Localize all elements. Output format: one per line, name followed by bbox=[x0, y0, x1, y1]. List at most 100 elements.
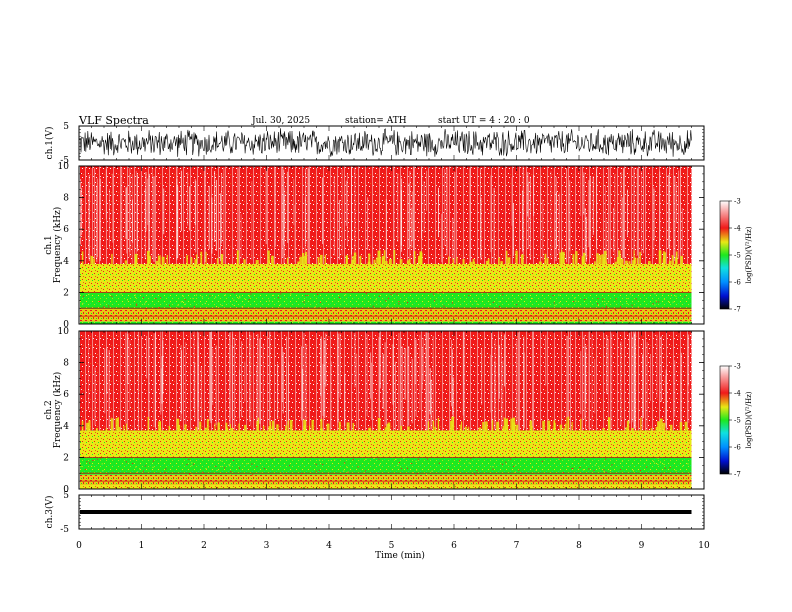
speckle bbox=[603, 469, 605, 471]
emission-spike bbox=[393, 250, 396, 264]
colorbar-tick-label: -7 bbox=[734, 471, 741, 479]
noise-streak bbox=[333, 175, 335, 256]
speckle bbox=[192, 298, 194, 300]
emission-spike bbox=[256, 421, 258, 431]
noise-streak bbox=[366, 333, 368, 417]
speckle bbox=[684, 296, 686, 298]
colorbar-ch2: -3 -4 -5 -6 -7 log(PSD)(V²/Hz) bbox=[719, 363, 753, 479]
noise-streak bbox=[423, 181, 425, 233]
speckle bbox=[144, 303, 146, 305]
speckle bbox=[249, 295, 250, 297]
speckle bbox=[642, 292, 644, 294]
speckle bbox=[675, 295, 677, 297]
speckle bbox=[498, 301, 500, 303]
speckle bbox=[609, 470, 611, 471]
start-time-label: start UT = 4 : 20 : 0 bbox=[438, 116, 530, 126]
noise-streak bbox=[504, 334, 506, 387]
y-axis-label: Frequency (kHz) bbox=[52, 207, 63, 284]
noise-streak bbox=[426, 332, 428, 431]
noise-streak bbox=[176, 166, 178, 253]
emission-spike bbox=[158, 421, 161, 431]
speckle bbox=[606, 306, 607, 308]
emission-spike bbox=[399, 259, 403, 264]
noise-streak bbox=[401, 346, 403, 427]
x-tick-label: 8 bbox=[576, 541, 582, 551]
speckle bbox=[673, 292, 675, 294]
speckle bbox=[277, 297, 279, 299]
emission-spike bbox=[373, 259, 376, 264]
speckle bbox=[553, 302, 555, 304]
speckle bbox=[559, 458, 561, 460]
emission-spike bbox=[544, 253, 547, 264]
emission-spike bbox=[603, 250, 607, 264]
speckle bbox=[632, 470, 634, 472]
colorbar-tick-label: -3 bbox=[734, 198, 741, 206]
emission-spike bbox=[320, 254, 323, 264]
noise-streak bbox=[620, 172, 622, 250]
speckle bbox=[562, 472, 564, 474]
speckle bbox=[251, 463, 253, 465]
colorbar-tick-label: -5 bbox=[734, 252, 741, 260]
noise-streak bbox=[441, 213, 443, 263]
noise-streak bbox=[354, 167, 356, 263]
speckle bbox=[136, 471, 138, 473]
emission-spike bbox=[377, 418, 381, 431]
speckle bbox=[629, 293, 631, 295]
speckle bbox=[447, 469, 449, 471]
speckle bbox=[280, 293, 282, 295]
speckle bbox=[558, 294, 560, 296]
emission-spike bbox=[305, 251, 307, 264]
speckle bbox=[663, 463, 665, 465]
speckle bbox=[160, 297, 162, 299]
emission-spike bbox=[214, 423, 216, 431]
noise-streak bbox=[430, 379, 432, 430]
emission-spike bbox=[118, 427, 121, 431]
noise-streak bbox=[211, 197, 213, 254]
noise-streak bbox=[533, 174, 535, 216]
speckle bbox=[515, 471, 516, 473]
speckle bbox=[652, 303, 654, 305]
emission-spike bbox=[452, 258, 454, 264]
speckle bbox=[91, 465, 93, 467]
speckle bbox=[186, 464, 188, 466]
speckle bbox=[345, 294, 347, 296]
emission-spike bbox=[581, 258, 585, 264]
speckle bbox=[603, 470, 605, 472]
noise-streak bbox=[532, 331, 534, 428]
speckle bbox=[398, 303, 400, 305]
noise-streak bbox=[274, 167, 276, 247]
speckle bbox=[192, 308, 194, 310]
noise-streak bbox=[345, 180, 347, 226]
speckle bbox=[657, 457, 659, 459]
speckle bbox=[635, 298, 637, 300]
emission-spike bbox=[88, 420, 91, 431]
y-tick-label: 4 bbox=[63, 422, 69, 432]
colorbar-label: log(PSD)(V²/Hz) bbox=[745, 226, 753, 283]
speckle bbox=[108, 294, 110, 296]
noise-streak bbox=[464, 331, 466, 420]
speckle bbox=[165, 468, 167, 470]
noise-streak bbox=[570, 331, 571, 431]
emission-spike bbox=[159, 427, 162, 431]
noise-streak bbox=[325, 333, 327, 387]
speckle bbox=[593, 470, 595, 472]
emission-spike bbox=[269, 421, 272, 431]
speckle bbox=[433, 293, 434, 295]
speckle bbox=[245, 298, 247, 300]
speckle bbox=[481, 292, 483, 294]
emission-spike bbox=[529, 420, 533, 431]
noise-streak bbox=[393, 166, 395, 264]
emission-spike bbox=[238, 423, 240, 431]
speckle bbox=[256, 466, 258, 468]
band-green bbox=[80, 457, 692, 475]
emission-spike bbox=[289, 420, 293, 431]
speckle bbox=[352, 458, 354, 460]
noise-streak bbox=[585, 352, 587, 430]
noise-streak bbox=[607, 338, 609, 428]
noise-streak bbox=[426, 170, 428, 211]
noise-streak bbox=[208, 185, 210, 250]
emission-spike bbox=[230, 428, 234, 431]
speckle bbox=[180, 301, 182, 303]
ch1-spectrogram-panel: 0 2 4 6 8 10 ch.1 Frequency (kHz) bbox=[44, 162, 705, 330]
speckle bbox=[346, 466, 348, 468]
